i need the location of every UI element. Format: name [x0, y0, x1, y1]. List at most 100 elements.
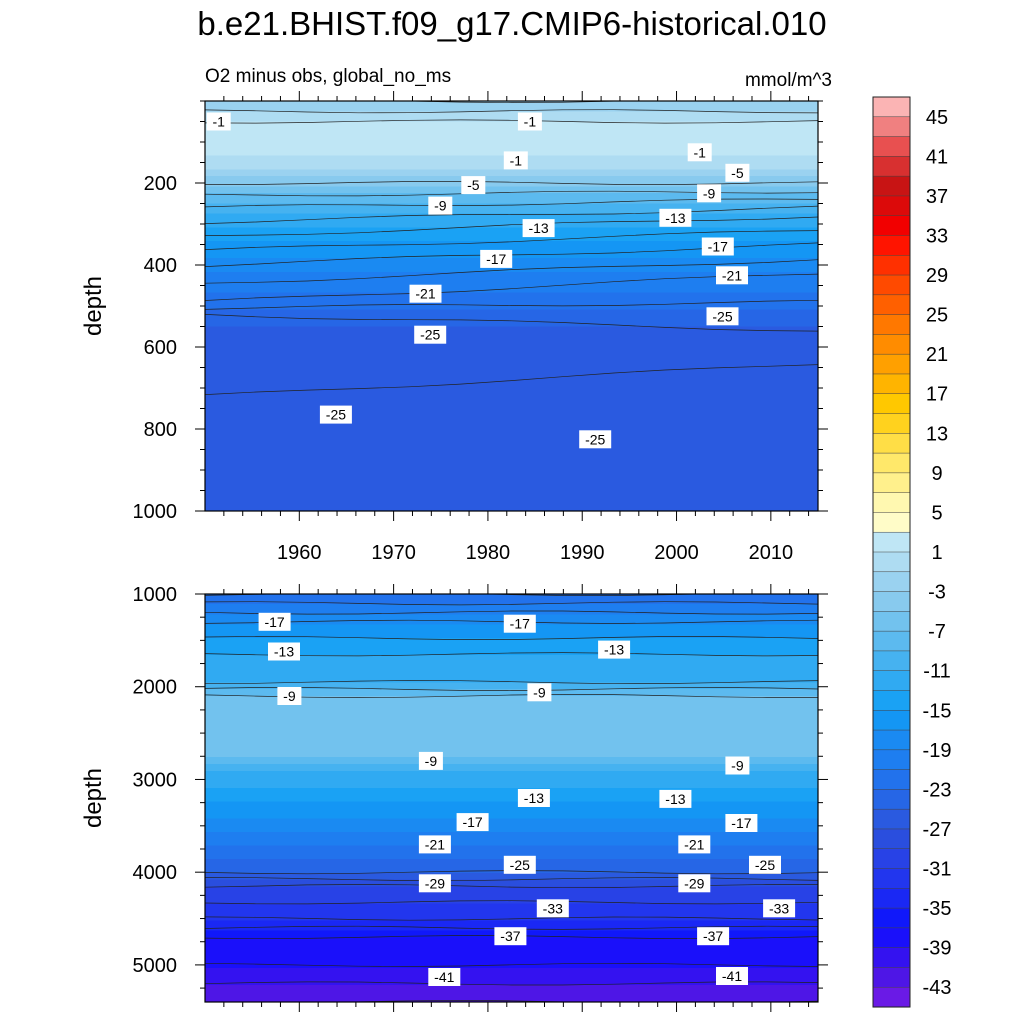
- contour-line: [205, 916, 818, 921]
- colorbar-swatch: [872, 314, 911, 335]
- colorbar-swatch: [872, 789, 911, 810]
- svg-text:-17: -17: [731, 815, 751, 831]
- contour-label: -13: [659, 208, 692, 227]
- contour-line: [205, 205, 818, 224]
- contour-line: [205, 962, 818, 967]
- colorbar-swatch: [872, 630, 911, 652]
- svg-text:-33: -33: [769, 900, 789, 916]
- colorbar-swatch: [872, 195, 911, 217]
- svg-text:-5: -5: [467, 177, 480, 193]
- colorbar-label: 33: [926, 226, 948, 248]
- svg-text:-13: -13: [524, 790, 544, 806]
- colorbar-swatch: [872, 571, 911, 593]
- contour-label: -29: [418, 874, 451, 893]
- upper-contour-lines: [205, 101, 818, 395]
- upper-panel: -1 -1 -1 -1 -5 -5 -9 -9 -13 -13 -17 -17 -21 -21 -25 -25…: [80, 91, 828, 564]
- contour-label: -25: [503, 855, 536, 874]
- contour-label: -41: [428, 968, 461, 986]
- colorbar-swatch: [872, 986, 911, 1008]
- upper-contour-labels: -1 -1 -1 -1 -5 -5 -9 -9 -13 -13 -17 -17 -21 -21 -25 -25…: [206, 112, 750, 449]
- contour-label: -25: [579, 430, 612, 449]
- contour-line: [337, 1000, 818, 1002]
- contour-label: -33: [763, 899, 796, 918]
- colorbar-swatch: [872, 136, 911, 157]
- colorbar-label: 41: [926, 146, 948, 168]
- colorbar-swatch: [872, 116, 911, 138]
- svg-text:-1: -1: [693, 144, 706, 160]
- colorbar-swatch: [872, 591, 911, 612]
- colorbar-swatch: [872, 927, 911, 949]
- svg-text:-25: -25: [420, 327, 440, 343]
- contour-label: -9: [527, 683, 552, 702]
- colorbar-label: -11: [923, 661, 950, 683]
- svg-text:-21: -21: [722, 267, 742, 283]
- colorbar-label: -19: [923, 740, 952, 762]
- colorbar-label: 37: [926, 186, 948, 208]
- colorbar: 45 41 37 33 29 25 21 17 13 9 5 1 -3 -7 -11 -15 -19 -23 -27…: [872, 96, 952, 1008]
- svg-text:-13: -13: [528, 220, 548, 236]
- contour-line: [205, 680, 818, 685]
- y-tick-label: 1000: [133, 501, 178, 523]
- x-tick-label: 2010: [749, 542, 794, 564]
- svg-text:-9: -9: [425, 753, 438, 769]
- contour-label: -33: [536, 899, 569, 918]
- colorbar-label: -3: [928, 582, 946, 604]
- svg-text:-9: -9: [283, 688, 296, 704]
- colorbar-swatch: [872, 393, 911, 415]
- colorbar-label: 13: [926, 423, 948, 445]
- colorbar-swatch: [872, 670, 911, 692]
- contour-label: -5: [461, 176, 486, 195]
- y-tick-label: 800: [144, 419, 177, 441]
- contour-label: -25: [319, 405, 352, 424]
- contour-line: [205, 119, 818, 124]
- x-tick-label: 1990: [560, 542, 605, 564]
- contour-label: -21: [678, 835, 711, 854]
- contour-label: -13: [659, 789, 692, 808]
- svg-text:-13: -13: [604, 642, 624, 658]
- contour-label: -37: [697, 927, 730, 946]
- lower-y-axis-label: depth: [80, 768, 107, 828]
- svg-text:-13: -13: [665, 210, 685, 226]
- contour-label: -1: [206, 112, 231, 131]
- contour-label: -17: [258, 612, 291, 631]
- x-tick-label: 1970: [371, 542, 416, 564]
- colorbar-swatch: [872, 413, 911, 434]
- svg-text:-1: -1: [524, 114, 537, 130]
- colorbar-label: -27: [923, 819, 952, 841]
- contour-line: [205, 601, 818, 606]
- contour-label: -1: [687, 143, 712, 162]
- colorbar-label: -43: [923, 977, 952, 999]
- colorbar-swatch: [872, 690, 911, 711]
- colorbar-swatch: [872, 334, 911, 355]
- svg-text:-29: -29: [684, 875, 704, 891]
- y-tick-label: 200: [144, 173, 177, 195]
- svg-text:-9: -9: [731, 758, 744, 774]
- contour-label: -9: [428, 196, 453, 215]
- contour-label: -5: [725, 163, 750, 182]
- colorbar-label: -15: [923, 700, 952, 722]
- figure-title: b.e21.BHIST.f09_g17.CMIP6-historical.010: [197, 5, 826, 42]
- colorbar-swatch: [872, 650, 911, 672]
- colorbar-swatch: [872, 433, 911, 454]
- contour-line: [205, 900, 818, 905]
- colorbar-swatch: [872, 452, 911, 474]
- colorbar-label: -35: [923, 898, 952, 920]
- colorbar-label: 45: [926, 107, 948, 129]
- colorbar-label: 17: [926, 384, 948, 406]
- contour-line: [205, 610, 818, 615]
- contour-label: -9: [725, 756, 750, 775]
- colorbar-swatch: [872, 729, 911, 751]
- contour-line: [205, 273, 818, 301]
- colorbar-swatch: [872, 492, 911, 513]
- colorbar-swatch: [872, 828, 911, 850]
- colorbar-swatch: [872, 868, 911, 889]
- contour-label: -25: [706, 307, 739, 326]
- colorbar-swatch: [872, 235, 911, 256]
- contour-line: [205, 314, 818, 332]
- svg-text:-9: -9: [703, 185, 716, 201]
- lower-x-axis: [223, 584, 810, 1012]
- units-label: mmol/m^3: [745, 70, 832, 91]
- contour-label: -29: [678, 874, 711, 893]
- contour-line: [205, 687, 818, 691]
- y-tick-label: 3000: [133, 769, 178, 791]
